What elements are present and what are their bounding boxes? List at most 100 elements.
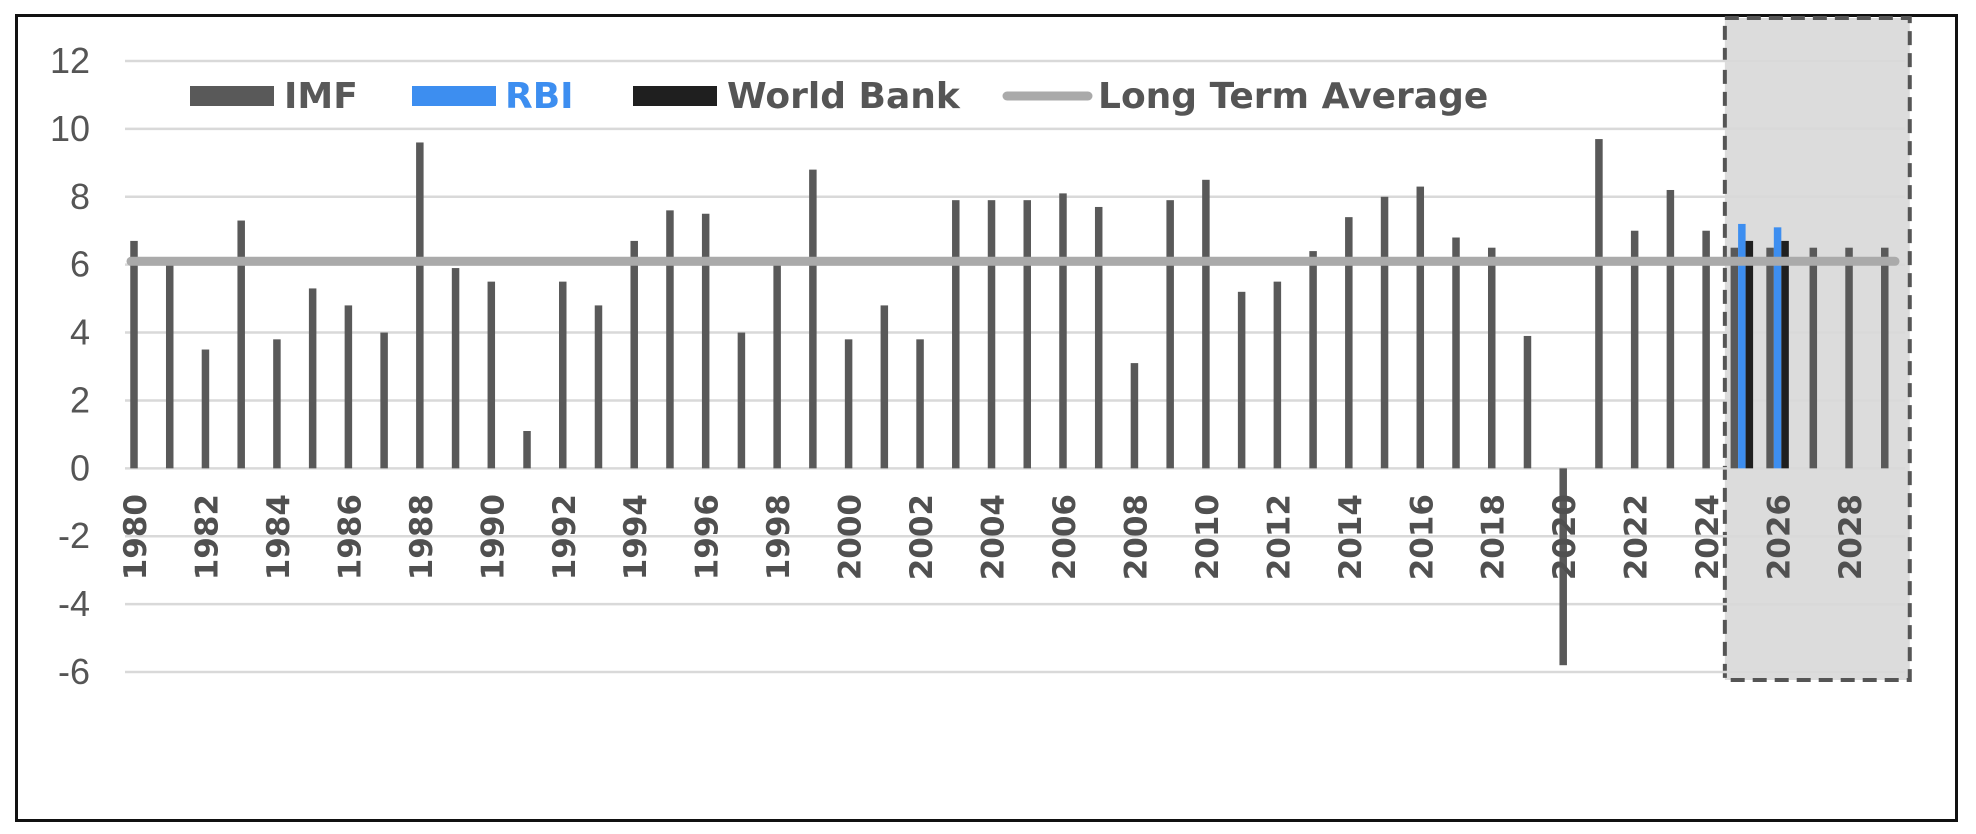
x-tick-label: 2020 — [1547, 494, 1583, 580]
bar-imf — [416, 142, 424, 469]
y-tick-label: 6 — [70, 244, 90, 285]
bar-imf — [809, 169, 817, 469]
bar-imf — [1094, 206, 1103, 469]
bar-imf — [773, 257, 781, 469]
bars-layer — [130, 139, 1889, 666]
bar-imf — [1345, 217, 1353, 469]
bar-imf — [1452, 237, 1460, 469]
legend-label-world-bank: World Bank — [727, 76, 961, 117]
x-tick-label: 1994 — [618, 494, 654, 580]
bar-imf — [1059, 193, 1067, 469]
bar-imf — [666, 210, 674, 469]
legend-label-long-term-average: Long Term Average — [1098, 76, 1488, 117]
bar-imf — [880, 305, 889, 469]
bar-imf — [987, 200, 996, 469]
x-tick-label: 2012 — [1261, 494, 1297, 580]
bar-imf — [308, 288, 317, 469]
bar-imf — [273, 339, 281, 469]
x-tick-label: 1998 — [761, 494, 797, 580]
bar-imf — [1202, 179, 1210, 469]
x-tick-label: 1980 — [118, 494, 154, 580]
legend-swatch-rbi — [412, 86, 496, 106]
x-tick-label: 2028 — [1833, 494, 1869, 580]
legend-swatch-world-bank — [633, 86, 717, 106]
bar-imf — [1487, 247, 1496, 469]
bar-imf — [380, 332, 388, 469]
x-tick-label: 2002 — [904, 494, 940, 580]
x-tick-label: 2024 — [1690, 494, 1726, 580]
bar-rbi — [1738, 223, 1746, 469]
x-tick-label: 2000 — [833, 494, 869, 580]
bar-imf — [1845, 247, 1853, 469]
bar-imf — [844, 339, 853, 469]
x-tick-label: 1990 — [475, 494, 511, 580]
x-tick-label: 1988 — [404, 494, 440, 580]
bar-world-bank — [1781, 240, 1789, 469]
bar-imf — [1881, 247, 1889, 469]
bar-imf — [1666, 189, 1675, 469]
y-tick-label: 0 — [70, 447, 90, 488]
y-tick-label: 2 — [70, 379, 90, 420]
x-tick-label: 2026 — [1762, 494, 1798, 580]
bar-imf — [1809, 247, 1818, 469]
x-tick-label: 1982 — [189, 494, 225, 580]
bar-imf — [1273, 281, 1282, 469]
x-tick-label: 1984 — [261, 494, 297, 580]
bar-imf — [487, 281, 496, 469]
bar-imf — [201, 349, 210, 469]
legend-swatch-imf — [190, 86, 274, 106]
bar-imf — [523, 430, 531, 469]
y-tick-label: 10 — [50, 108, 90, 149]
y-tick-label: 12 — [50, 40, 90, 81]
y-tick-label: 4 — [70, 312, 90, 353]
x-tick-label: 2022 — [1619, 494, 1655, 580]
x-tick-label: 2006 — [1047, 494, 1083, 580]
x-tick-label: 1986 — [332, 494, 368, 580]
y-tick-label: -4 — [58, 583, 90, 624]
bar-imf — [594, 305, 603, 469]
bar-imf — [1702, 230, 1710, 469]
bar-imf — [237, 220, 245, 469]
x-tick-label: 2018 — [1476, 494, 1512, 580]
bar-imf — [1416, 186, 1425, 469]
bar-imf — [737, 332, 746, 469]
x-tick-label: 2016 — [1404, 494, 1440, 580]
bar-imf — [1523, 335, 1532, 469]
x-tick-label: 2014 — [1333, 494, 1369, 580]
y-axis: 12 10 8 6 4 2 0 -2 -4 -6 — [50, 40, 90, 692]
bar-imf — [1380, 196, 1389, 469]
bar-imf — [1559, 468, 1567, 666]
x-axis: 1980 1982 1984 1986 1988 1990 1992 1994 1996 1998… — [118, 494, 1869, 580]
bar-imf — [916, 339, 924, 469]
bar-imf — [952, 200, 960, 469]
bar-imf — [1130, 363, 1139, 469]
bar-imf — [165, 264, 174, 469]
bar-imf — [1730, 247, 1739, 469]
y-tick-label: 8 — [70, 176, 90, 217]
y-tick-label: -6 — [58, 651, 90, 692]
bar-imf — [1766, 247, 1774, 469]
x-tick-label: 1996 — [690, 494, 726, 580]
bar-imf — [559, 281, 567, 469]
legend: IMF RBI World Bank Long Term Average — [190, 76, 1488, 117]
bar-imf — [701, 213, 710, 469]
bar-imf — [130, 240, 138, 469]
x-tick-label: 1992 — [547, 494, 583, 580]
bar-imf — [1166, 200, 1174, 469]
bar-imf — [1309, 251, 1317, 469]
bar-world-bank — [1745, 240, 1754, 469]
bar-imf — [344, 305, 353, 469]
bar-imf — [1630, 230, 1639, 469]
bar-imf — [1237, 291, 1246, 469]
legend-label-rbi: RBI — [505, 76, 574, 117]
bar-rbi — [1773, 227, 1782, 469]
x-tick-label: 2008 — [1118, 494, 1154, 580]
legend-label-imf: IMF — [284, 76, 358, 117]
bar-imf — [1023, 200, 1031, 469]
x-tick-label: 2004 — [976, 494, 1012, 580]
bar-imf — [1595, 139, 1603, 469]
x-tick-label: 2010 — [1190, 494, 1226, 580]
bar-imf — [451, 268, 460, 469]
y-tick-label: -2 — [58, 515, 90, 556]
